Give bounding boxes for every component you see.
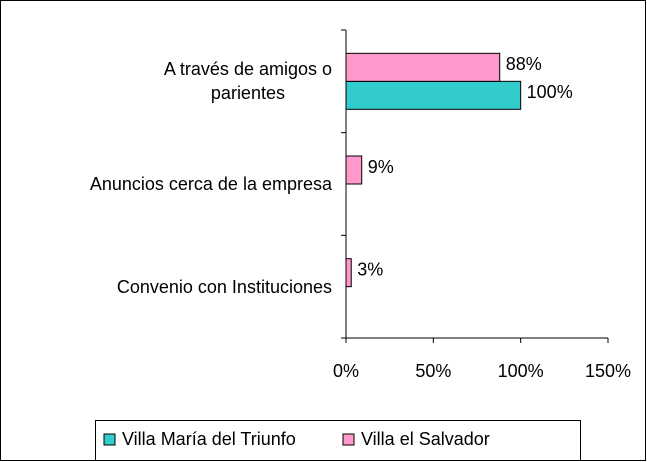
x-tick-label: 0% [333,361,359,381]
value-label: 100% [527,82,573,102]
value-label: 88% [506,54,542,74]
category-label: Convenio con Instituciones [116,276,332,297]
category-label: A través de amigos o parientes [163,59,332,104]
bar [345,80,522,110]
x-tick-label: 150% [585,361,631,381]
legend-box [95,420,581,461]
bar [345,52,501,82]
x-tick-label: 100% [498,361,544,381]
bar [345,155,363,185]
legend-label: Villa María del Triunfo [122,429,296,449]
x-tick-label: 50% [415,361,451,381]
category-label: Anuncios cerca de la empresa [89,174,332,194]
value-label: 9% [368,157,394,177]
legend-label: Villa el Salvador [361,429,490,449]
legend-swatch [103,433,116,446]
bar [345,258,352,288]
legend-swatch [342,433,355,446]
value-label: 3% [357,259,383,279]
